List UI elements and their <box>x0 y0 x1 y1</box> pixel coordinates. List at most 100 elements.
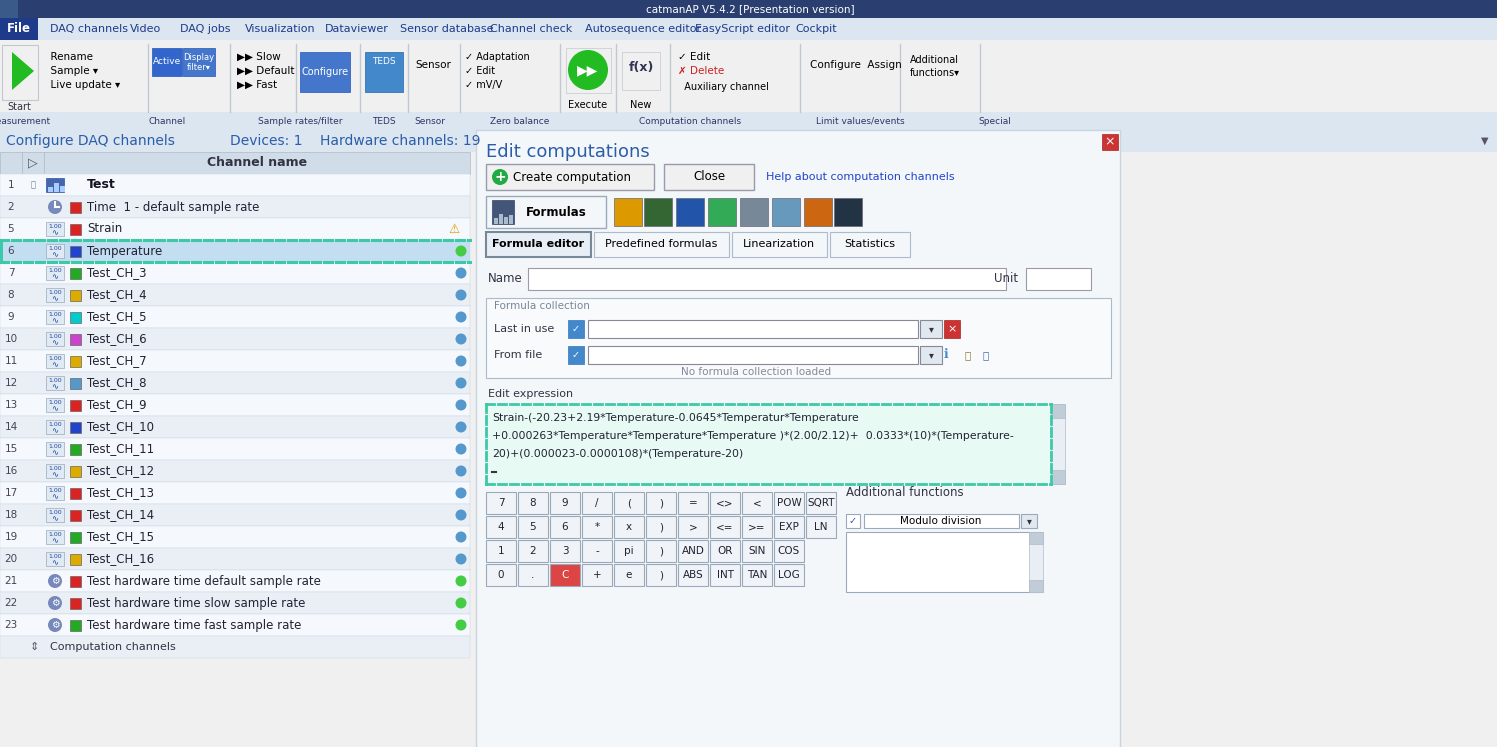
Circle shape <box>455 290 467 300</box>
Text: TAN: TAN <box>747 570 766 580</box>
Text: ∿: ∿ <box>51 427 58 436</box>
Bar <box>804 198 832 226</box>
Bar <box>1028 532 1043 592</box>
Bar <box>614 564 644 586</box>
Circle shape <box>455 356 467 367</box>
Text: 4: 4 <box>497 522 504 532</box>
Text: File: File <box>7 22 31 36</box>
Text: 1.00: 1.00 <box>48 247 61 252</box>
Bar <box>740 198 768 226</box>
Bar <box>743 540 772 562</box>
Text: 15: 15 <box>4 444 18 454</box>
Bar <box>614 492 644 514</box>
Text: 8: 8 <box>530 498 536 508</box>
Text: 2: 2 <box>7 202 15 212</box>
Bar <box>487 516 516 538</box>
Bar <box>1028 580 1043 592</box>
Text: >=: >= <box>748 522 766 532</box>
Bar <box>0 328 470 350</box>
Bar <box>0 570 470 592</box>
Circle shape <box>455 598 467 609</box>
Bar <box>22 152 43 174</box>
Text: Statistics: Statistics <box>844 239 895 249</box>
Text: catmanAP V5.4.2 [Presentation version]: catmanAP V5.4.2 [Presentation version] <box>645 4 855 14</box>
Text: DAQ channels: DAQ channels <box>49 24 129 34</box>
Bar <box>0 460 470 482</box>
Circle shape <box>455 333 467 344</box>
Bar <box>493 200 513 224</box>
Bar <box>1028 532 1043 544</box>
Circle shape <box>455 575 467 586</box>
Text: ▾: ▾ <box>1027 516 1031 526</box>
Bar <box>0 262 470 284</box>
Text: 1.00: 1.00 <box>48 489 61 494</box>
Text: -: - <box>596 546 599 556</box>
Bar <box>582 516 612 538</box>
Text: >: > <box>689 522 698 532</box>
Bar <box>0 174 470 196</box>
Text: *: * <box>594 522 600 532</box>
Bar <box>183 48 216 76</box>
Text: ∿: ∿ <box>51 317 58 326</box>
Text: x: x <box>626 522 632 532</box>
Text: Test hardware time default sample rate: Test hardware time default sample rate <box>87 574 320 587</box>
Text: 1.00: 1.00 <box>48 312 61 317</box>
Polygon shape <box>12 52 34 90</box>
Bar <box>0 284 470 306</box>
Text: LOG: LOG <box>778 570 799 580</box>
Bar <box>499 214 503 224</box>
Text: ▶▶: ▶▶ <box>578 63 599 77</box>
Text: 9: 9 <box>561 498 569 508</box>
Circle shape <box>493 169 507 185</box>
Text: Limit values/events: Limit values/events <box>816 117 904 125</box>
Text: filter▾: filter▾ <box>187 63 211 72</box>
Bar <box>614 516 644 538</box>
Bar <box>0 592 470 614</box>
Bar <box>487 232 591 257</box>
Text: e: e <box>626 570 632 580</box>
Text: Linearization: Linearization <box>743 239 814 249</box>
Text: ∿: ∿ <box>51 515 58 524</box>
Bar <box>772 198 799 226</box>
Text: Create computation: Create computation <box>513 170 632 184</box>
Text: ∿: ∿ <box>51 294 58 303</box>
Bar <box>710 492 740 514</box>
Bar <box>509 215 513 224</box>
Bar <box>0 526 470 548</box>
Bar <box>518 516 548 538</box>
Circle shape <box>48 596 61 610</box>
Text: Test_CH_10: Test_CH_10 <box>87 421 154 433</box>
Bar <box>678 492 708 514</box>
Text: 1.00: 1.00 <box>48 291 61 296</box>
Bar <box>70 400 81 411</box>
Bar <box>647 564 677 586</box>
Text: ): ) <box>659 522 663 532</box>
Text: ∿: ∿ <box>51 361 58 370</box>
Bar <box>46 244 64 258</box>
Bar <box>46 486 64 500</box>
Bar <box>299 52 350 92</box>
Bar <box>476 130 1120 747</box>
Bar <box>0 18 37 40</box>
Bar <box>0 306 470 328</box>
Text: ∿: ∿ <box>51 382 58 391</box>
Text: ×: × <box>948 324 957 334</box>
Circle shape <box>455 465 467 477</box>
Text: ✓: ✓ <box>572 324 579 334</box>
Text: 2: 2 <box>530 546 536 556</box>
Bar <box>70 246 81 256</box>
Circle shape <box>455 509 467 521</box>
Bar <box>46 398 64 412</box>
Text: 1.00: 1.00 <box>48 400 61 406</box>
Text: ✓: ✓ <box>572 350 579 360</box>
Text: 21: 21 <box>4 576 18 586</box>
Bar <box>549 564 579 586</box>
Text: 7: 7 <box>497 498 504 508</box>
Bar <box>48 187 52 192</box>
Bar <box>710 564 740 586</box>
Bar <box>644 198 672 226</box>
Text: Test: Test <box>87 179 115 191</box>
Text: ✓ mV/V: ✓ mV/V <box>466 80 503 90</box>
Text: Sensor database: Sensor database <box>400 24 494 34</box>
Text: <: < <box>753 498 762 508</box>
